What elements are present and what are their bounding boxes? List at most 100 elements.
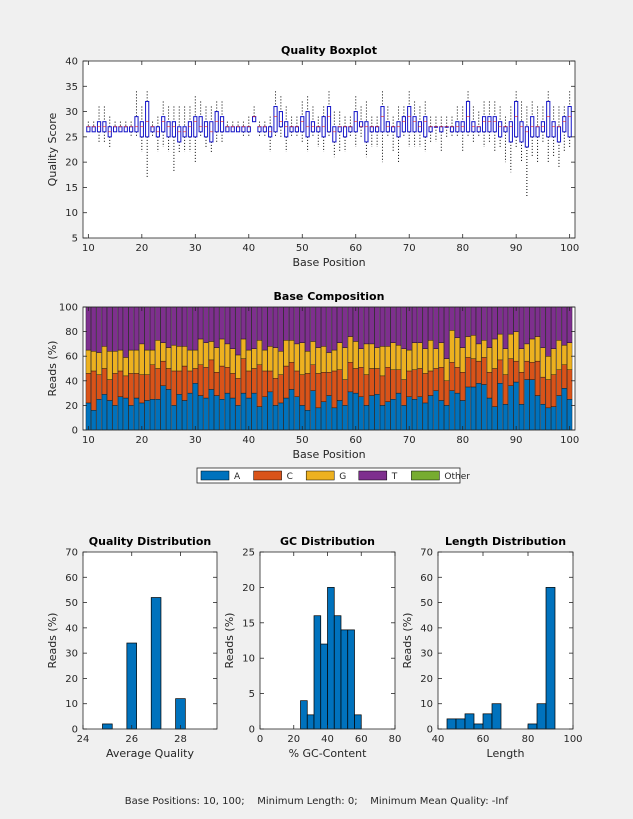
composition-bar-a xyxy=(556,395,562,431)
gc-dist-axes: 0 20 40 60 80 0 5 10 15 20 25 GC Distribution % GC-C… xyxy=(223,535,401,760)
quality-dist-bar xyxy=(150,597,162,730)
footer-summary: Base Positions: 10, 100; Minimum Length:… xyxy=(124,796,509,807)
quality-dist-xtick-label: 24 xyxy=(77,734,90,745)
composition-bar-c xyxy=(149,364,156,400)
boxplot-box xyxy=(193,116,198,138)
length-dist-ytick-label: 70 xyxy=(420,548,433,559)
composition-bar-c xyxy=(374,368,380,395)
length-dist-ytick-label: 20 xyxy=(420,674,433,685)
length-dist-xtick-label: 60 xyxy=(477,734,490,745)
gc-dist-ytick-label: 0 xyxy=(249,725,255,736)
composition-legend: A C G T Other xyxy=(196,467,470,484)
gc-dist-ytick-label: 25 xyxy=(242,548,255,559)
composition-bar-g xyxy=(305,351,311,374)
boxplot-box xyxy=(187,121,193,138)
composition-bar-a xyxy=(176,394,182,431)
composition-bar-a xyxy=(283,397,289,431)
boxplot-ytick-label: 15 xyxy=(65,183,78,194)
composition-bar-c xyxy=(176,370,182,395)
boxplot-box xyxy=(412,116,417,133)
composition-bar-c xyxy=(470,358,476,388)
composition-bar-c xyxy=(561,364,567,389)
composition-bar-c xyxy=(267,370,273,393)
composition-bar-a xyxy=(545,407,551,431)
composition-bar-a xyxy=(246,397,252,431)
composition-bar-c xyxy=(379,375,386,406)
composition-bar-g xyxy=(342,347,348,380)
composition-bar-t xyxy=(224,306,230,345)
composition-bar-a xyxy=(123,397,129,431)
boxplot-xtick-label: 40 xyxy=(242,243,255,254)
composition-bar-a xyxy=(101,394,107,431)
boxplot-ytick-label: 30 xyxy=(65,107,78,118)
composition-bar-c xyxy=(240,358,247,394)
composition-bar-a xyxy=(305,410,311,431)
composition-bar-t xyxy=(363,306,370,345)
composition-bar-a xyxy=(208,389,214,431)
composition-bar-t xyxy=(428,306,434,341)
length-dist-bar xyxy=(545,587,556,730)
length-dist-ytick-label: 10 xyxy=(420,699,433,710)
composition-bar-c xyxy=(551,374,557,407)
composition-bar-t xyxy=(406,306,412,351)
composition-bar-a xyxy=(379,405,386,431)
composition-bar-t xyxy=(160,306,166,343)
composition-bar-t xyxy=(283,306,289,341)
composition-bar-g xyxy=(139,343,145,375)
composition-bar-c xyxy=(353,368,359,394)
composition-bar-g xyxy=(256,340,263,365)
boxplot-box xyxy=(396,121,401,138)
composition-bar-a xyxy=(444,405,450,431)
gc-dist-ytick-label: 15 xyxy=(242,618,255,629)
composition-bar-c xyxy=(444,380,450,406)
gc-dist-bar xyxy=(327,587,335,730)
composition-bar-c xyxy=(556,369,562,396)
composition-bar-g xyxy=(160,342,166,362)
composition-bar-g xyxy=(513,331,519,362)
boxplot-box xyxy=(546,100,551,138)
composition-bar-c xyxy=(117,370,124,397)
quality-dist-xtick-label: 28 xyxy=(174,734,187,745)
boxplot-xtick-label: 20 xyxy=(135,243,148,254)
legend-swatch-t xyxy=(358,470,388,481)
composition-bar-g xyxy=(369,343,375,369)
composition-bar-t xyxy=(454,306,460,338)
composition-bar-t xyxy=(123,306,129,358)
gc-dist-xtick-label: 0 xyxy=(257,734,263,745)
length-dist-frame xyxy=(437,551,574,730)
composition-bar-a xyxy=(518,403,525,431)
quality-dist-bar xyxy=(126,642,137,730)
composition-bar-a xyxy=(374,394,380,431)
composition-bar-g xyxy=(262,349,268,372)
composition-bar-c xyxy=(438,367,444,401)
composition-bar-t xyxy=(256,306,263,341)
composition-bar-g xyxy=(128,349,134,374)
boxplot-box xyxy=(273,106,278,133)
composition-bar-a xyxy=(411,399,418,431)
composition-bar-a xyxy=(401,405,407,431)
length-dist-ytick-label: 50 xyxy=(420,598,433,609)
boxplot-box xyxy=(203,121,209,138)
composition-bar-g xyxy=(529,338,535,363)
composition-bar-t xyxy=(486,306,493,348)
boxplot-xtick-label: 30 xyxy=(189,243,202,254)
boxplot-box xyxy=(198,116,203,133)
gc-dist-bar xyxy=(320,643,328,730)
length-dist-ytick-label: 60 xyxy=(420,573,433,584)
composition-bar-g xyxy=(395,344,402,370)
legend-label-c: C xyxy=(287,472,293,482)
composition-bar-c xyxy=(123,375,129,399)
boxplot-box xyxy=(300,116,305,133)
composition-bar-c xyxy=(230,373,236,399)
boxplot-ytick-label: 40 xyxy=(65,57,78,68)
composition-bar-g xyxy=(278,351,284,375)
composition-bar-g xyxy=(96,352,102,375)
boxplot-xtick-label: 90 xyxy=(510,243,523,254)
composition-bar-c xyxy=(347,362,353,393)
quality-dist-plot-area xyxy=(83,552,217,729)
composition-bar-t xyxy=(518,306,525,349)
composition-bar-g xyxy=(438,342,444,368)
composition-bar-a xyxy=(470,386,476,431)
composition-bar-t xyxy=(246,306,252,351)
composition-bar-g xyxy=(208,341,214,361)
